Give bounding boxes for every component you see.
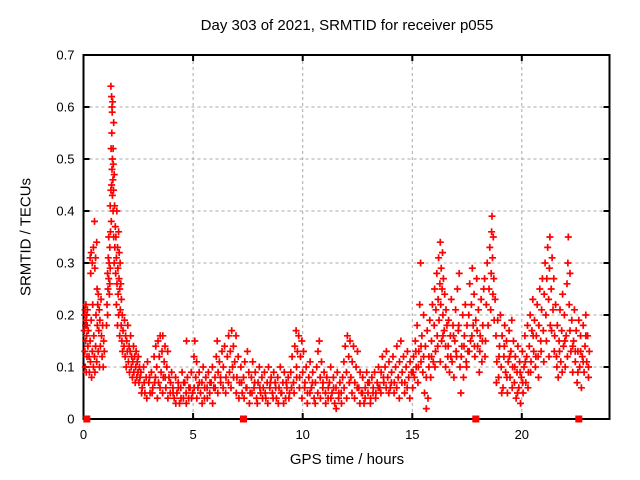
y-tick-label: 0.3	[56, 256, 74, 271]
plot-border	[82, 54, 611, 420]
y-tick-label: 0	[67, 412, 74, 427]
x-tick-label: 15	[405, 427, 419, 442]
chart-title: Day 303 of 2021, SRMTID for receiver p05…	[200, 17, 494, 34]
baseline-flag-square	[83, 415, 91, 423]
x-tick-label: 5	[189, 427, 196, 442]
y-axis-label: SRMTID / TECUs	[17, 177, 35, 297]
y-tick-label: 0.6	[56, 100, 74, 115]
y-tick-label: 0.5	[56, 152, 74, 167]
x-tick-label: 0	[80, 427, 87, 442]
y-tick-label: 0.7	[56, 48, 74, 63]
baseline-flag-square	[472, 415, 480, 423]
x-tick-label: 10	[295, 427, 309, 442]
x-axis-label: GPS time / hours	[289, 451, 405, 468]
y-tick-label: 0.1	[56, 360, 74, 375]
y-tick-label: 0.4	[56, 204, 74, 219]
baseline-flag-square	[575, 415, 583, 423]
baseline-flag-square	[240, 415, 247, 423]
x-tick-label: 20	[515, 427, 529, 442]
y-tick-label: 0.2	[56, 308, 74, 323]
scatter-points	[80, 82, 593, 413]
